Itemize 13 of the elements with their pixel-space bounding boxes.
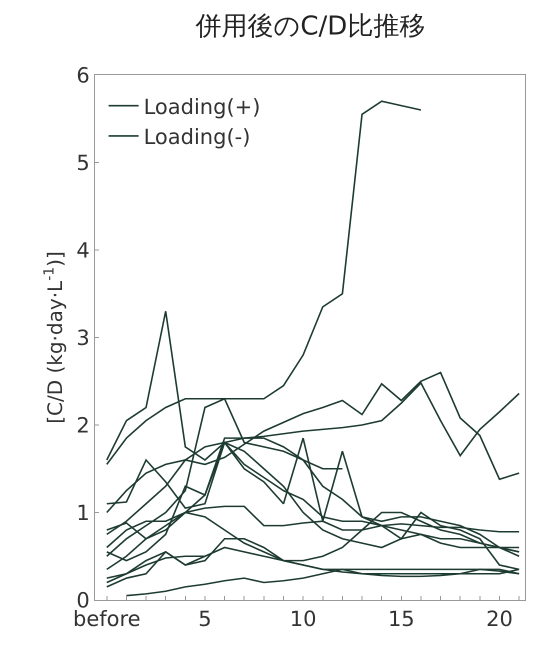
legend-label: Loading(+) bbox=[144, 94, 260, 119]
y-tick-label: 6 bbox=[76, 63, 90, 88]
x-tick-label: 5 bbox=[198, 607, 212, 632]
y-tick-label: 2 bbox=[76, 413, 90, 438]
x-tick-label: 15 bbox=[388, 607, 415, 632]
y-tick-label: 5 bbox=[76, 150, 90, 175]
chart-title: 併用後のC/D比推移 bbox=[194, 12, 426, 42]
y-tick-label: 4 bbox=[76, 238, 90, 262]
x-tick-label: 20 bbox=[486, 607, 513, 632]
y-tick-label: 1 bbox=[76, 500, 90, 525]
y-tick-label: 3 bbox=[76, 326, 90, 350]
legend-label: Loading(-) bbox=[144, 125, 250, 150]
x-tick-label: 10 bbox=[290, 607, 316, 632]
